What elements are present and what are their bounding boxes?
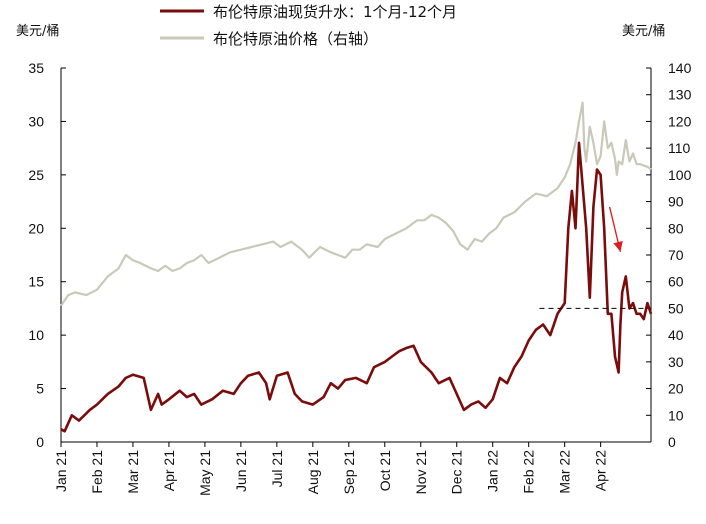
x-tick-label: Mar 22: [557, 450, 573, 494]
right-tick-label: 110: [668, 140, 691, 156]
right-tick-label: 80: [668, 220, 684, 236]
right-unit-label: 美元/桶: [622, 24, 665, 39]
left-tick-label: 0: [36, 434, 44, 450]
right-tick-label: 120: [668, 113, 692, 129]
series-line-spread: [60, 141, 653, 433]
series-layer: [60, 101, 653, 433]
right-tick-label: 130: [668, 87, 692, 103]
right-tick-label: 40: [668, 327, 684, 343]
x-tick-label: May 21: [197, 450, 213, 496]
x-tick-label: Mar 21: [125, 450, 141, 494]
left-unit-label: 美元/桶: [16, 24, 59, 39]
legend: 布伦特原油现货升水：1个月-12个月 布伦特原油价格（右轴）: [160, 3, 457, 48]
right-tick-label: 100: [668, 167, 692, 183]
x-tick-label: Feb 21: [89, 450, 105, 494]
x-tick-label: Jan 22: [485, 450, 501, 492]
x-tick-label: Jun 21: [233, 450, 249, 492]
left-tick-label: 5: [36, 381, 44, 397]
left-tick-label: 15: [28, 274, 44, 290]
x-tick-label: Jan 21: [53, 450, 69, 492]
legend-label-brent-price: 布伦特原油价格（右轴）: [213, 30, 378, 48]
x-tick-label: Jul 21: [269, 450, 285, 488]
axes: 0 5 10 15 20 25 30 35 0 10 20 30 40 50 60 70 80 90 100 110 1…: [28, 60, 691, 496]
right-tick-label: 0: [668, 434, 676, 450]
left-tick-label: 35: [28, 60, 44, 76]
right-tick-label: 50: [668, 300, 684, 316]
x-tick-label: Aug 21: [305, 450, 321, 495]
trend-arrow-head: [613, 241, 623, 252]
right-tick-label: 20: [668, 381, 684, 397]
right-tick-label: 10: [668, 407, 684, 423]
right-tick-label: 60: [668, 274, 684, 290]
x-tick-label: Nov 21: [413, 450, 429, 495]
right-tick-label: 70: [668, 247, 684, 263]
legend-label-spread: 布伦特原油现货升水：1个月-12个月: [213, 3, 457, 21]
x-tick-label: Sep 21: [341, 450, 357, 495]
x-tick-label: Oct 21: [377, 450, 393, 491]
x-tick-label: Dec 21: [449, 450, 465, 495]
right-tick-label: 30: [668, 354, 684, 370]
right-tick-label: 140: [668, 60, 692, 76]
left-tick-label: 20: [28, 220, 44, 236]
left-tick-label: 10: [28, 327, 44, 343]
x-tick-label: Feb 22: [521, 450, 537, 494]
right-tick-label: 90: [668, 194, 684, 210]
left-tick-label: 25: [28, 167, 44, 183]
left-tick-label: 30: [28, 113, 44, 129]
series-line-brent-price: [60, 101, 652, 307]
x-tick-label: Apr 21: [161, 450, 177, 491]
x-tick-label: Apr 22: [593, 450, 609, 491]
annotations: [539, 206, 644, 309]
